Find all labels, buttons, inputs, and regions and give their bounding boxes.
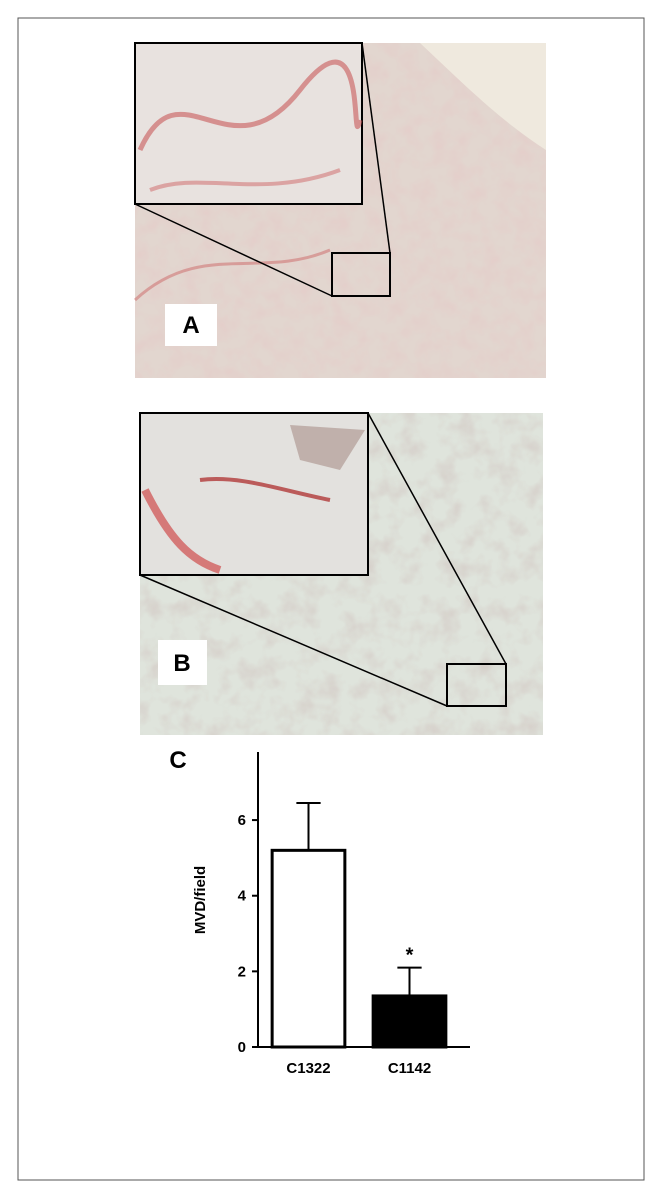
figure: A B C MVD/field 0 2 4 6 C1322 C1142 *: [0, 0, 661, 1185]
x-tick-label: C1322: [286, 1060, 330, 1077]
micrograph-b: [140, 413, 543, 735]
y-axis-title: MVD/field: [192, 866, 209, 934]
y-tick-label: 4: [238, 888, 247, 905]
panel-label: C: [169, 747, 186, 774]
x-tick-label: C1142: [388, 1060, 431, 1077]
y-tick-label: 2: [238, 963, 246, 980]
significance-mark: *: [406, 945, 414, 967]
y-tick-label: 6: [238, 812, 246, 829]
page: {"panels": [{"label": "A"}, {"label": "B…: [0, 0, 661, 1190]
panel-label: A: [182, 312, 199, 339]
bar-chart: C MVD/field 0 2 4 6 C1322 C1142 *: [169, 747, 470, 1077]
bar: [272, 850, 345, 1047]
bar: [373, 996, 446, 1047]
y-tick-label: 0: [238, 1039, 246, 1056]
panel-label: B: [173, 650, 190, 677]
